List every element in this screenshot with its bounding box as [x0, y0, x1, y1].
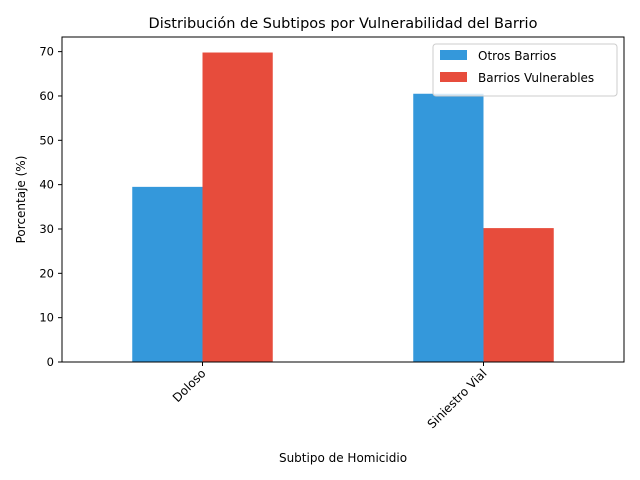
- legend-label-barrios-vulnerables: Barrios Vulnerables: [478, 71, 594, 85]
- legend-swatch-otros-barrios: [440, 50, 467, 60]
- legend-box: [432, 43, 618, 97]
- y-tick-label: 20: [39, 266, 54, 280]
- y-tick-label: 50: [39, 133, 54, 147]
- y-tick-label: 10: [39, 311, 54, 325]
- y-tick-label: 40: [39, 178, 54, 192]
- bar-otros-barrios-doloso: [132, 186, 203, 362]
- plot-frame: [61, 36, 625, 363]
- bar-otros-barrios-siniestro-vial: [413, 93, 484, 362]
- y-tick-label: 0: [47, 355, 54, 369]
- bar-barrios-vulnerables-siniestro-vial: [483, 228, 554, 362]
- bars-group: [132, 52, 554, 363]
- legend-label-otros-barrios: Otros Barrios: [478, 49, 556, 63]
- bar-barrios-vulnerables-doloso: [202, 52, 273, 363]
- y-tick-label: 30: [39, 222, 54, 236]
- legend-swatch-barrios-vulnerables: [440, 72, 467, 82]
- chart-title: Distribución de Subtipos por Vulnerabili…: [149, 16, 538, 32]
- y-axis: 0 10 20 30 40 50 60 70: [39, 45, 62, 369]
- y-tick-label: 70: [39, 45, 54, 59]
- legend: Otros Barrios Barrios Vulnerables: [432, 43, 618, 97]
- y-tick-label: 60: [39, 89, 54, 103]
- y-axis-label: Porcentaje (%): [14, 156, 28, 244]
- x-axis-label: Subtipo de Homicidio: [279, 451, 407, 465]
